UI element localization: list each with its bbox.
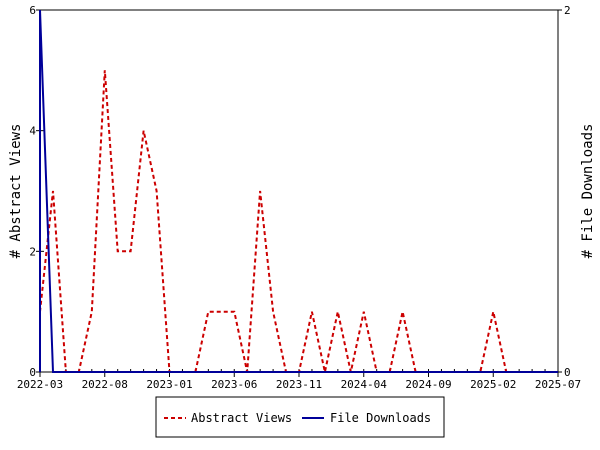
x-tick-label: 2024-04: [341, 378, 388, 391]
y-right-tick-label: 2: [564, 4, 571, 17]
series-layer: [39, 9, 558, 373]
legend-box: [155, 396, 445, 438]
legend: Abstract Views File Downloads: [155, 396, 445, 438]
y-left-tick-label: 4: [29, 125, 36, 138]
x-tick-label: 2024-09: [405, 378, 451, 391]
y-left-tick-label: 0: [29, 366, 36, 379]
x-tick-label: 2022-08: [82, 378, 128, 391]
y-right-axis-title: # File Downloads: [580, 124, 596, 259]
x-tick-label: 2025-02: [470, 378, 516, 391]
x-tick-label: 2023-06: [211, 378, 257, 391]
x-tick-label: 2022-03: [17, 378, 63, 391]
y-left-axis-title: # Abstract Views: [8, 124, 24, 259]
x-tick-label: 2023-01: [146, 378, 192, 391]
axis-ticks: 2022-03 2022-08 2023-01 2023-06 2023-11 2024-…: [17, 4, 581, 391]
series-line-file-downloads: [39, 9, 558, 373]
x-tick-label: 2025-07: [535, 378, 581, 391]
x-tick-label: 2023-11: [276, 378, 322, 391]
legend-label-abstract-views: Abstract Views: [191, 411, 292, 425]
y-right-tick-label: 0: [564, 366, 571, 379]
legend-label-file-downloads: File Downloads: [330, 411, 431, 425]
y-left-tick-label: 2: [29, 245, 36, 258]
y-left-tick-label: 6: [29, 4, 36, 17]
